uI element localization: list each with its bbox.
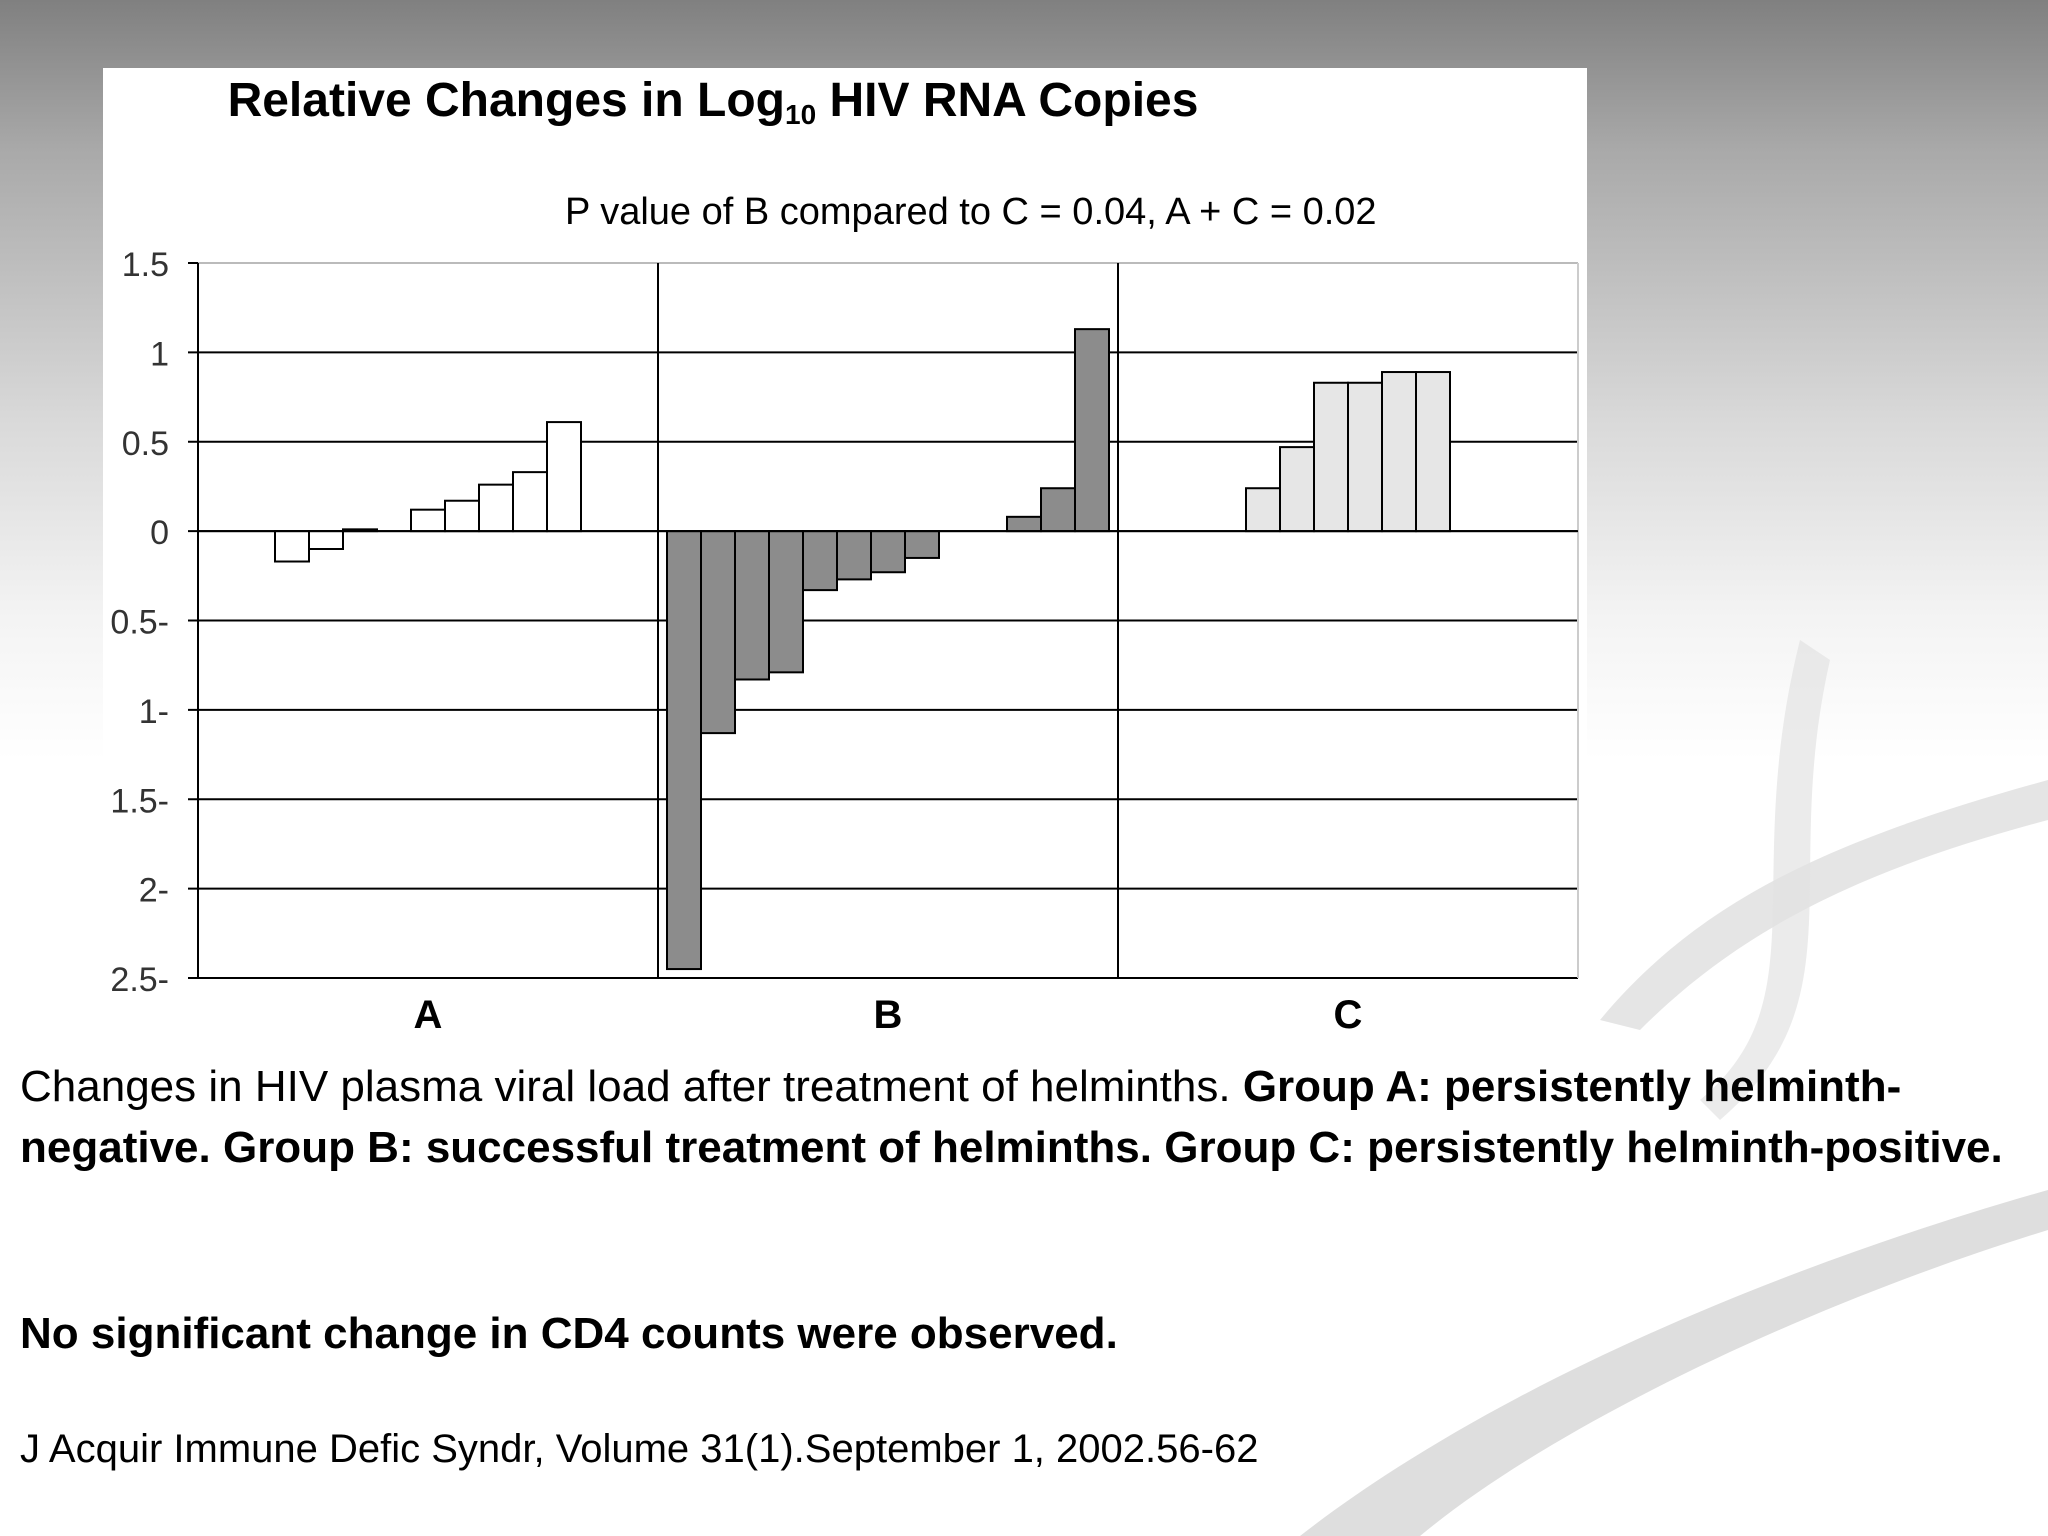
caption-reference: J Acquir Immune Defic Syndr, Volume 31(1… (20, 1427, 1259, 1471)
y-tick-label: 0 (150, 514, 169, 552)
caption-groups: Group A: persistently helminth-negative.… (20, 1062, 2003, 1172)
y-tick-label: 1.5 (122, 246, 169, 284)
bar-b (1006, 515, 1042, 533)
chart-title-main: Relative Changes in Log (228, 74, 785, 127)
bar-b (666, 530, 702, 971)
y-tick-label: 1.5- (110, 782, 169, 820)
chart-title-suffix: HIV RNA Copies (816, 74, 1198, 127)
bar-chart: Relative Changes in Log10 HIV RNA Copies… (110, 74, 1579, 1037)
y-tick-label: 0.5 (122, 425, 169, 463)
group-label: C (1334, 993, 1363, 1037)
group-label: B (874, 993, 903, 1037)
y-tick-label: 1 (150, 335, 169, 373)
bar-b (802, 530, 838, 592)
y-tick-label: 2.5- (110, 961, 169, 999)
bar-c (1347, 381, 1383, 533)
y-tick-label: 0.5- (110, 604, 169, 642)
bar-b (870, 530, 906, 574)
bar-b (768, 530, 804, 674)
bar-a (546, 421, 582, 533)
bar-a (308, 530, 344, 550)
group-label: A (414, 993, 443, 1037)
y-tick-label: 2- (139, 872, 169, 910)
bar-a (274, 530, 310, 563)
caption-intro: Changes in HIV plasma viral load after t… (20, 1062, 1243, 1111)
bar-b (700, 530, 736, 735)
bar-b (1040, 487, 1076, 533)
plot-area: 1.5 1 0.5 0 0.5- 1- 1.5- 2- 2.5- A B C (110, 246, 1579, 1037)
bar-a (410, 508, 446, 533)
bar-b (836, 530, 872, 581)
bar-b (1074, 328, 1110, 533)
chart-title-subscript: 10 (785, 99, 816, 130)
y-tick-label: 1- (139, 693, 169, 731)
bar-b (904, 530, 940, 559)
bar-c (1381, 371, 1417, 533)
bar-c (1313, 381, 1349, 533)
bar-c (1245, 487, 1281, 533)
caption-cd4: No significant change in CD4 counts were… (20, 1309, 1118, 1358)
bar-a (512, 471, 548, 533)
bar-b (734, 530, 770, 681)
chart-annotation: P value of B compared to C = 0.04, A + C… (565, 191, 1377, 233)
caption-main: Changes in HIV plasma viral load after t… (20, 1056, 2020, 1178)
bar-a (478, 483, 514, 533)
chart-title: Relative Changes in Log10 HIV RNA Copies (228, 74, 1199, 130)
bar-c (1279, 446, 1315, 533)
bar-c (1415, 371, 1451, 533)
chart-panel: Relative Changes in Log10 HIV RNA Copies… (103, 68, 1587, 1040)
bar-a (444, 499, 480, 533)
